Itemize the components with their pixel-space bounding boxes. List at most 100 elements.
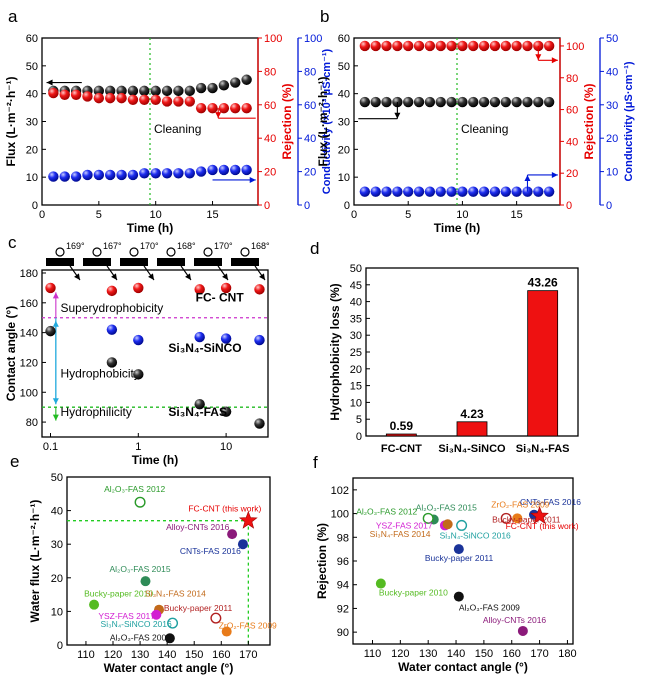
point-conductivity: [381, 186, 392, 197]
point-si-n-fas: [133, 369, 144, 380]
y-tick-label: 40: [350, 297, 362, 309]
point-star: [530, 506, 549, 524]
y3-tick-label: 20: [606, 133, 618, 145]
point-label: FC-CNT (this work): [188, 504, 261, 514]
point-rejection: [230, 102, 241, 114]
point-conductivity: [161, 168, 173, 179]
point: [221, 626, 232, 637]
conductivity-arrow-b-head: [524, 174, 531, 181]
point-si-n-fas: [254, 418, 265, 429]
y-tick-label: 20: [26, 144, 38, 156]
y3-tick-label: 30: [606, 100, 618, 112]
y3-tick-label: 100: [304, 33, 322, 45]
y-axis-title: Flux (L·m⁻²·h⁻¹): [316, 77, 330, 167]
point-rejection: [370, 40, 381, 52]
point: [140, 576, 151, 587]
panel-d: d 0 5 10 15 20 25 30 35 40 45 50 Hydrophobicity loss…: [310, 239, 579, 455]
y-tick-label: 20: [350, 364, 362, 376]
region-label: Hydrophilicity: [61, 405, 132, 419]
y-tick-label: 15: [350, 381, 362, 393]
y-tick-label: 45: [350, 280, 362, 292]
substrate-bar: [157, 258, 185, 266]
panel-f: f 110 120 130 140 150 160 170 180 Water contact a…: [313, 453, 581, 674]
x-tick-label: 10: [220, 441, 232, 453]
droplet-icon: [203, 247, 213, 257]
droplet-icon: [92, 247, 102, 257]
point-conductivity: [359, 186, 371, 197]
conductivity-arrow-b2-head: [551, 171, 558, 178]
series-label: Si₃N₄-SiNCO: [168, 341, 241, 355]
y-tick-label: 50: [51, 472, 63, 484]
x-tick-label: 5: [96, 209, 102, 221]
point-rejection: [478, 40, 490, 52]
x-axis-title: Time (h): [434, 221, 480, 235]
point-flux: [241, 74, 252, 85]
point-flux: [478, 96, 490, 108]
rejection-arrow-a-head: [215, 112, 222, 119]
point: [517, 625, 528, 636]
point-flux: [424, 96, 436, 108]
panel-b: b Cleaning 0 5 10 15 Time (h) 0 10 20 30 40 50 60 Flux…: [316, 7, 635, 235]
point-conductivity: [403, 186, 414, 197]
droplet-angle-label: 167°: [103, 241, 122, 251]
point-label: Alloy-CNTs 2016: [166, 522, 230, 532]
droplet-angle-label: 168°: [177, 241, 196, 251]
point-conductivity: [478, 186, 490, 197]
point-conductivity: [116, 169, 127, 181]
y-tick-label: 25: [350, 347, 362, 359]
point-fc-cnt: [194, 284, 205, 295]
y3-tick-label: 20: [304, 167, 316, 179]
point-flux: [207, 82, 218, 94]
substrate-bar: [194, 258, 222, 266]
point-label: YSZ-FAS 2017: [98, 611, 155, 621]
point-rejection: [59, 89, 70, 100]
point-hollow: [500, 512, 512, 524]
y-tick-label: 50: [350, 263, 362, 275]
point: [453, 544, 464, 555]
plot-frame: [66, 476, 271, 646]
y2-tick-label: 0: [566, 200, 572, 212]
y-axis-title: Hydrophobicity loss (%): [328, 283, 342, 420]
y-axis-title: Contact angle (°): [4, 306, 18, 401]
point-rejection: [457, 40, 468, 52]
point-fc-cnt: [220, 282, 232, 294]
point-conductivity: [435, 186, 446, 197]
panel-letter: f: [313, 453, 318, 472]
point-conductivity: [82, 169, 93, 181]
point-label: YSZ-FAS 2017: [376, 520, 433, 530]
y2-tick-label: 60: [264, 100, 276, 112]
y-tick-label: 0: [32, 200, 38, 212]
point-conductivity: [105, 169, 116, 181]
bar-value-label: 0.59: [390, 419, 414, 433]
point-rejection: [93, 92, 105, 104]
point: [512, 513, 523, 524]
x-tick-label: 180: [558, 648, 576, 660]
point-label: Bucky-paper 2010: [379, 588, 448, 598]
x-tick-label: 160: [212, 649, 230, 661]
point-hollow: [167, 617, 179, 629]
point-rejection: [511, 40, 522, 52]
point-rejection: [48, 87, 59, 99]
point-rejection: [241, 102, 252, 114]
point-flux: [105, 85, 116, 97]
droplet-pointer-head: [111, 273, 117, 280]
point-conductivity: [48, 171, 59, 182]
x-tick-label: 10: [456, 209, 468, 221]
bar: [456, 421, 488, 437]
point: [89, 599, 100, 610]
point-rejection: [150, 94, 161, 105]
region-label: Superydrophobicity: [61, 301, 164, 315]
point-flux: [403, 96, 414, 108]
droplet-icon: [55, 247, 65, 257]
point-flux: [533, 96, 544, 108]
point-label: Al₂O₃-FAS 2012: [104, 484, 165, 494]
y-tick-label: 40: [51, 506, 63, 518]
point-si-n-sinco: [254, 334, 265, 346]
point-flux: [359, 96, 371, 108]
bar-value-label: 4.23: [460, 407, 484, 421]
y-tick-label: 102: [331, 485, 349, 497]
point-conductivity: [511, 186, 522, 197]
point-label: Bucky-paper 2011: [164, 603, 233, 613]
point-conductivity: [446, 186, 457, 197]
y-tick-label: 0: [57, 640, 63, 652]
